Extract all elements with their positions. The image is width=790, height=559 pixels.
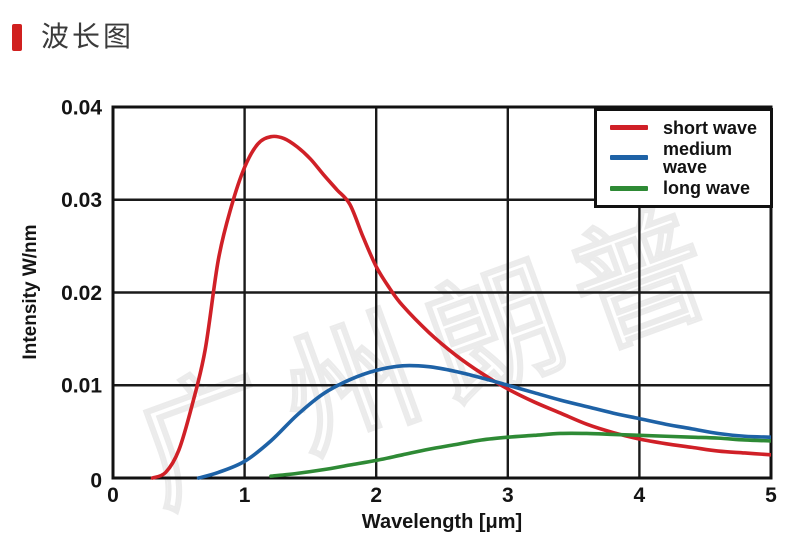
svg-text:5: 5 — [765, 484, 777, 507]
svg-text:1: 1 — [239, 484, 251, 507]
svg-text:0.01: 0.01 — [61, 375, 102, 398]
svg-text:0: 0 — [107, 484, 119, 507]
x-axis-title: Wavelength [μm] — [361, 511, 523, 533]
legend-item-long-wave: long wave — [610, 179, 770, 197]
medium-wave-line-icon — [610, 155, 648, 161]
page-header: 波长图 — [0, 0, 790, 70]
svg-text:4: 4 — [634, 484, 646, 507]
short-wave-line-icon — [610, 125, 648, 131]
svg-text:0.04: 0.04 — [61, 96, 102, 119]
legend-item-short-wave: short wave — [610, 119, 770, 137]
legend-label: medium wave — [663, 138, 733, 177]
legend: short wave medium wave long wave — [594, 108, 773, 208]
legend-label: long wave — [663, 178, 751, 199]
legend-item-medium-wave: medium wave — [610, 140, 770, 176]
svg-text:0.03: 0.03 — [61, 189, 102, 212]
long-wave-line-icon — [610, 185, 648, 191]
svg-text:2: 2 — [370, 484, 382, 507]
legend-label: short wave — [663, 117, 758, 138]
svg-text:3: 3 — [502, 484, 514, 507]
svg-text:0: 0 — [90, 469, 102, 492]
page-title: 波长图 — [41, 21, 135, 52]
svg-text:0.02: 0.02 — [61, 282, 102, 305]
y-axis-title: Intensity W/nm — [20, 224, 41, 360]
title-accent-bar — [12, 24, 22, 51]
